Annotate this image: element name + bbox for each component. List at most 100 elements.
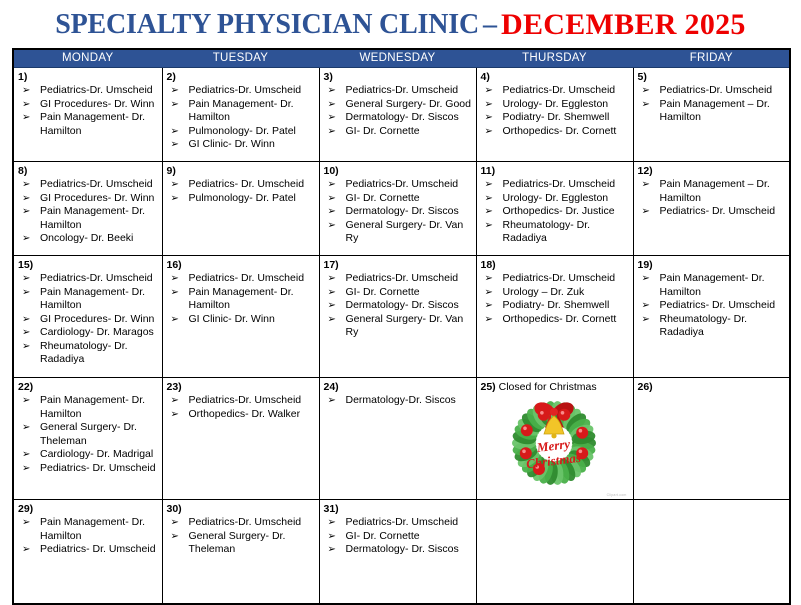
calendar-day-cell[interactable]: 4) ➢ Pediatrics-Dr. Umscheid ➢ Urology- Dr. …	[475, 67, 634, 162]
calendar-day-cell[interactable]: 10) ➢ Pediatrics-Dr. Umscheid ➢ GI- Dr. Corn…	[318, 161, 477, 256]
appointment-item: ➢ Pediatrics-Dr. Umscheid	[169, 516, 315, 530]
calendar-day-cell[interactable]: 17) ➢ Pediatrics-Dr. Umscheid ➢ GI- Dr. Corn…	[318, 255, 477, 378]
arrow-bullet-icon: ➢	[170, 139, 179, 150]
appointment-item: ➢ Dermatology- Dr. Siscos	[326, 205, 472, 219]
calendar-day-cell[interactable]: 8) ➢ Pediatrics-Dr. Umscheid ➢ GI Procedures…	[12, 161, 163, 256]
appointment-item: ➢ Pain Management- Dr. Hamilton	[20, 516, 158, 543]
calendar-day-cell[interactable]: 30) ➢ Pediatrics-Dr. Umscheid ➢ General Surg…	[161, 499, 320, 605]
appointment-item: ➢ Rheumatology- Dr. Radadiya	[640, 313, 786, 340]
christmas-wreath-icon: Merry Christmas	[481, 395, 629, 491]
arrow-bullet-icon: ➢	[327, 179, 336, 190]
calendar-day-cell[interactable]: 11) ➢ Pediatrics-Dr. Umscheid ➢ Urology- Dr.…	[475, 161, 634, 256]
appointment-label: Pain Management- Dr. Hamilton	[188, 285, 294, 312]
arrow-bullet-icon: ➢	[327, 206, 336, 217]
arrow-bullet-icon: ➢	[22, 192, 31, 204]
arrow-bullet-icon: ➢	[327, 286, 336, 298]
day-number: 18)	[480, 259, 496, 271]
appointment-item: ➢ Pain Management- Dr. Hamilton	[20, 205, 158, 232]
calendar-day-cell[interactable]: 5) ➢ Pediatrics-Dr. Umscheid ➢ Pain Manageme…	[632, 67, 791, 162]
appointment-label: GI Clinic- Dr. Winn	[188, 138, 275, 150]
arrow-bullet-icon: ➢	[641, 179, 650, 190]
appointment-item: ➢ GI Procedures- Dr. Winn	[20, 313, 158, 327]
appointment-label: General Surgery- Dr. Van Ry	[345, 218, 464, 245]
calendar-page: SPECIALTY PHYSICIAN CLINIC – DECEMBER 20…	[12, 8, 791, 605]
appointment-item: ➢ Pain Management- Dr. Hamilton	[20, 394, 158, 421]
appointment-item: ➢ Pediatrics- Dr. Umscheid	[640, 299, 786, 313]
calendar-empty-cell[interactable]	[632, 499, 791, 605]
appointment-label: Dermatology-Dr. Siscos	[345, 394, 456, 406]
calendar-day-cell[interactable]: 9) ➢ Pediatrics- Dr. Umscheid ➢ Pulmonology-…	[161, 161, 320, 256]
arrow-bullet-icon: ➢	[484, 286, 493, 298]
arrow-bullet-icon: ➢	[170, 517, 179, 528]
arrow-bullet-icon: ➢	[484, 219, 493, 231]
appointment-label: Pain Management – Dr. Hamilton	[659, 178, 770, 204]
calendar-table: MONDAY TUESDAY WEDNESDAY THURSDAY FRIDAY…	[12, 48, 791, 605]
arrow-bullet-icon: ➢	[327, 125, 336, 137]
calendar-day-cell[interactable]: 25) Closed for Christmas Merry Christmas Cl…	[475, 377, 634, 500]
arrow-bullet-icon: ➢	[170, 395, 179, 406]
appointment-label: Rheumatology- Dr. Radadiya	[659, 312, 748, 339]
day-number: 15)	[18, 259, 34, 271]
arrow-bullet-icon: ➢	[170, 408, 179, 420]
calendar-day-cell[interactable]: 16) ➢ Pediatrics- Dr. Umscheid ➢ Pain Manage…	[161, 255, 320, 378]
appointment-list: ➢ Pediatrics-Dr. Umscheid ➢ Pain Management…	[167, 84, 315, 152]
calendar-day-cell[interactable]: 31) ➢ Pediatrics-Dr. Umscheid ➢ GI- Dr. Corn…	[318, 499, 477, 605]
calendar-day-cell[interactable]: 23) ➢ Pediatrics-Dr. Umscheid ➢ Orthopedics-…	[161, 377, 320, 500]
calendar-day-cell[interactable]: 2) ➢ Pediatrics-Dr. Umscheid ➢ Pain Manageme…	[161, 67, 320, 162]
appointment-item: ➢ Pediatrics-Dr. Umscheid	[326, 272, 472, 286]
calendar-day-cell[interactable]: 1) ➢ Pediatrics-Dr. Umscheid ➢ GI Procedures…	[12, 67, 163, 162]
svg-text:Merry: Merry	[535, 436, 571, 455]
calendar-empty-cell[interactable]	[475, 499, 634, 605]
appointment-item: ➢ Dermatology- Dr. Siscos	[326, 111, 472, 125]
arrow-bullet-icon: ➢	[327, 98, 336, 110]
appointment-label: Pain Management- Dr. Hamilton	[188, 97, 294, 124]
appointment-item: ➢ Pain Management- Dr. Hamilton	[20, 286, 158, 313]
appointment-list: ➢ Pediatrics-Dr. Umscheid ➢ Orthopedics- Dr…	[167, 394, 315, 421]
arrow-bullet-icon: ➢	[484, 85, 493, 96]
appointment-item: ➢ Pediatrics- Dr. Umscheid	[169, 178, 315, 192]
appointment-item: ➢ GI Clinic- Dr. Winn	[169, 138, 315, 152]
appointment-label: Cardiology- Dr. Maragos	[40, 326, 154, 338]
appointment-label: Pediatrics-Dr. Umscheid	[345, 516, 459, 528]
appointment-list: ➢ Pediatrics-Dr. Umscheid ➢ Pain Management…	[638, 84, 786, 125]
appointment-label: GI Procedures- Dr. Winn	[40, 191, 155, 204]
appointment-item: ➢ Pain Management- Dr. Hamilton	[169, 286, 315, 313]
appointment-list: ➢ Pain Management- Dr. Hamilton ➢ General S…	[18, 394, 158, 475]
appointment-label: Pain Management- Dr. Hamilton	[40, 516, 146, 542]
appointment-item: ➢ Orthopedics- Dr. Cornett	[483, 313, 629, 327]
calendar-day-cell[interactable]: 18) ➢ Pediatrics-Dr. Umscheid ➢ Urology – Dr…	[475, 255, 634, 378]
appointment-item: ➢ Pain Management- Dr. Hamilton	[640, 272, 786, 299]
appointment-label: Podiatry- Dr. Shemwell	[502, 299, 610, 311]
calendar-day-cell[interactable]: 12) ➢ Pain Management – Dr. Hamilton ➢ Pedia…	[632, 161, 791, 256]
arrow-bullet-icon: ➢	[22, 233, 31, 244]
appointment-label: Pain Management – Dr. Hamilton	[659, 97, 770, 124]
appointment-list: ➢ Dermatology-Dr. Siscos	[324, 394, 472, 408]
appointment-label: Dermatology- Dr. Siscos	[345, 543, 459, 555]
appointment-label: Pain Management- Dr. Hamilton	[659, 272, 765, 298]
day-number: 24)	[323, 381, 339, 393]
day-number: 26)	[637, 381, 653, 393]
appointment-item: ➢ Pediatrics- Dr. Umscheid	[20, 543, 158, 557]
day-number: 8)	[18, 165, 28, 177]
appointment-label: Rheumatology- Dr. Radadiya	[40, 339, 128, 366]
calendar-day-cell[interactable]: 29) ➢ Pain Management- Dr. Hamilton ➢ Pediat…	[12, 499, 163, 605]
appointment-item: ➢ GI- Dr. Cornette	[326, 192, 472, 206]
appointment-list: ➢ Pediatrics-Dr. Umscheid ➢ General Surgery…	[167, 516, 315, 557]
appointment-label: Pulmonology- Dr. Patel	[188, 124, 296, 137]
arrow-bullet-icon: ➢	[170, 179, 179, 190]
calendar-day-cell[interactable]: 3) ➢ Pediatrics-Dr. Umscheid ➢ General Surge…	[318, 67, 477, 162]
calendar-day-cell[interactable]: 22) ➢ Pain Management- Dr. Hamilton ➢ Genera…	[12, 377, 163, 500]
calendar-day-cell[interactable]: 26)	[632, 377, 791, 500]
appointment-label: General Surgery- Dr. Good	[345, 97, 471, 110]
calendar-day-cell[interactable]: 19) ➢ Pain Management- Dr. Hamilton ➢ Pediat…	[632, 255, 791, 378]
appointment-item: ➢ Pediatrics-Dr. Umscheid	[326, 516, 472, 530]
appointment-item: ➢ General Surgery- Dr. Theleman	[169, 530, 315, 557]
appointment-item: ➢ Pediatrics-Dr. Umscheid	[326, 84, 472, 98]
calendar-day-cell[interactable]: 15) ➢ Pediatrics-Dr. Umscheid ➢ Pain Managem…	[12, 255, 163, 378]
calendar-day-cell[interactable]: 24) ➢ Dermatology-Dr. Siscos	[318, 377, 477, 500]
appointment-label: Pediatrics-Dr. Umscheid	[502, 272, 616, 284]
day-number: 23)	[166, 381, 182, 393]
arrow-bullet-icon: ➢	[327, 112, 336, 123]
appointment-item: ➢ Urology- Dr. Eggleston	[483, 98, 629, 112]
appointment-label: Pediatrics-Dr. Umscheid	[188, 84, 302, 96]
